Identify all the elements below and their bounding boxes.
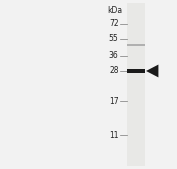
Text: 36: 36	[109, 51, 119, 60]
Text: 11: 11	[109, 131, 119, 140]
Bar	[127, 44, 145, 46]
Text: 72: 72	[109, 19, 119, 28]
Bar	[127, 3, 145, 166]
Bar	[127, 69, 145, 73]
Text: 17: 17	[109, 97, 119, 106]
Polygon shape	[146, 65, 158, 77]
Text: kDa: kDa	[107, 6, 122, 15]
Text: 28: 28	[109, 66, 119, 76]
Text: 55: 55	[109, 34, 119, 43]
